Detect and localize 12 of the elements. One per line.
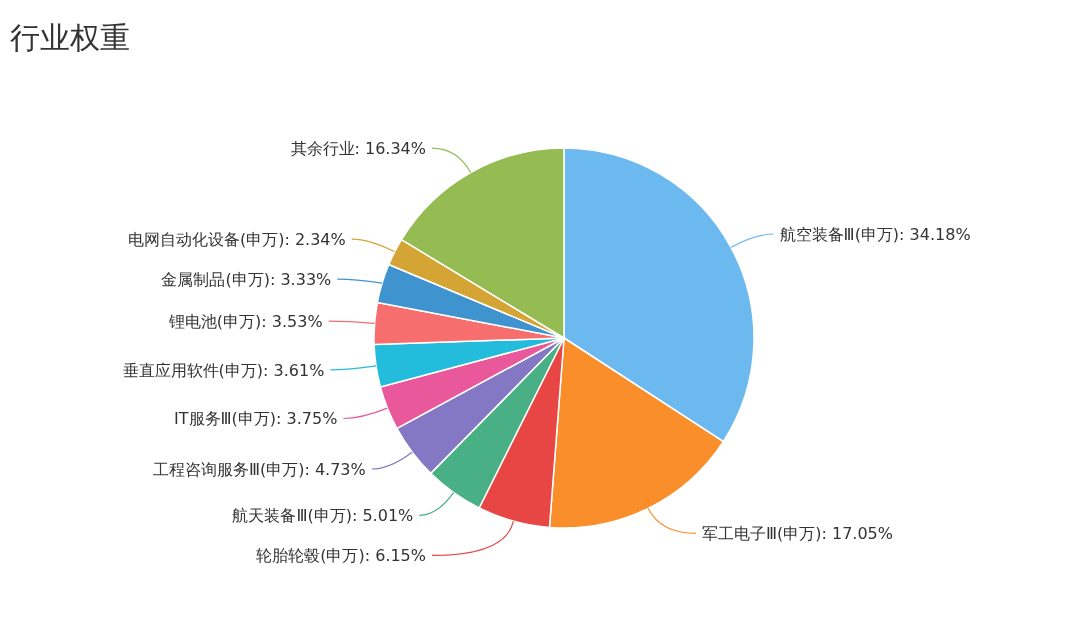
slice-label: 军工电子Ⅲ(申万): 17.05% [702,524,893,544]
slice-label: 锂电池(申万): 3.53% [167,312,323,332]
slice-label: 轮胎轮毂(申万): 6.15% [256,546,426,566]
slice-label: 金属制品(申万): 3.33% [161,270,332,290]
chart-title: 行业权重 [10,20,130,55]
slice-label: IT服务Ⅲ(申万): 3.75% [174,409,338,429]
slice-label: 航天装备Ⅲ(申万): 5.01% [232,506,414,526]
slice-label: 垂直应用软件(申万): 3.61% [122,360,325,380]
slice-label: 工程咨询服务Ⅲ(申万): 4.73% [152,459,366,479]
slice-label: 航空装备Ⅲ(申万): 34.18% [779,225,971,245]
slice-label: 其余行业: 16.34% [290,139,426,159]
slice-label: 电网自动化设备(申万): 2.34% [127,230,346,250]
